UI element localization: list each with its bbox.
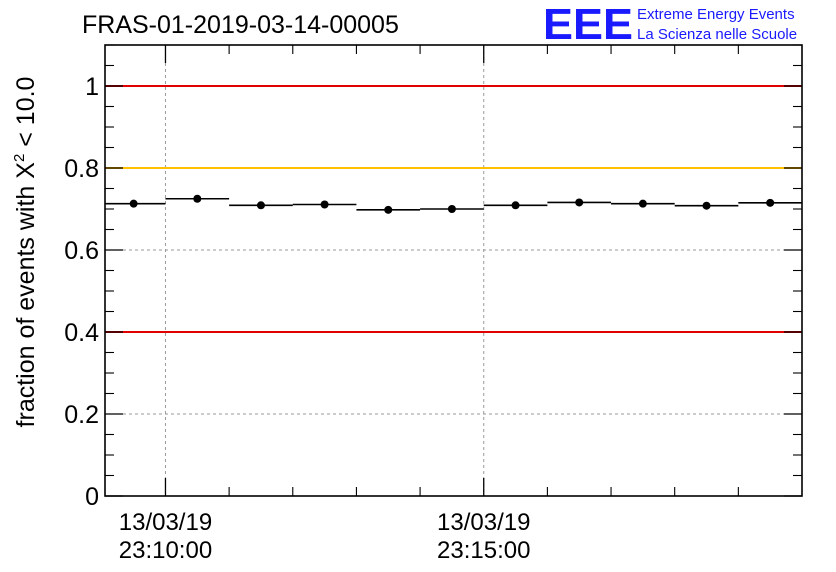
y-tick-label: 1: [85, 73, 99, 101]
y-tick-label: 0.8: [64, 155, 99, 183]
reference-lines: [105, 85, 802, 333]
data-point: [320, 200, 329, 209]
data-point: [256, 201, 265, 210]
data-point: [575, 198, 584, 207]
data-point: [638, 199, 647, 208]
y-axis-label-prefix: fraction of events with: [12, 179, 40, 428]
grid: [105, 45, 802, 496]
x-tick-label-time: 23:10:00: [119, 537, 212, 564]
logo-letters: EEE: [543, 0, 633, 49]
x-tick-label-time: 23:15:00: [437, 537, 530, 564]
y-tick-label: 0: [85, 483, 99, 511]
logo-line2: La Scienza nelle Scuole: [637, 26, 797, 43]
y-tick-label: 0.6: [64, 237, 99, 265]
axis-ticks: [105, 44, 802, 497]
x-tick-label-date: 13/03/19: [437, 509, 530, 536]
data-point: [702, 201, 711, 210]
data-point: [193, 194, 202, 203]
y-axis-label-suffix: < 10.0: [12, 77, 40, 154]
data-point: [511, 201, 520, 210]
eee-logo: EEE Extreme Energy Events La Scienza nel…: [543, 0, 797, 49]
y-tick-label: 0.2: [64, 401, 99, 429]
chart-title: FRAS-01-2019-03-14-00005: [82, 11, 399, 39]
data-series: [105, 194, 802, 214]
x-tick-label-date: 13/03/19: [119, 509, 212, 536]
y-axis-label-sup: 2: [11, 154, 28, 162]
logo-line1: Extreme Energy Events: [637, 6, 795, 23]
data-point: [384, 205, 393, 214]
plot-frame: [104, 44, 803, 497]
y-tick-label: 0.4: [64, 319, 99, 347]
data-point: [766, 198, 775, 207]
data-point: [129, 199, 138, 208]
y-axis-label: fraction of events with X2 < 10.0: [11, 77, 40, 428]
y-axis-label-symbol: X: [12, 162, 40, 179]
data-point: [447, 205, 456, 213]
